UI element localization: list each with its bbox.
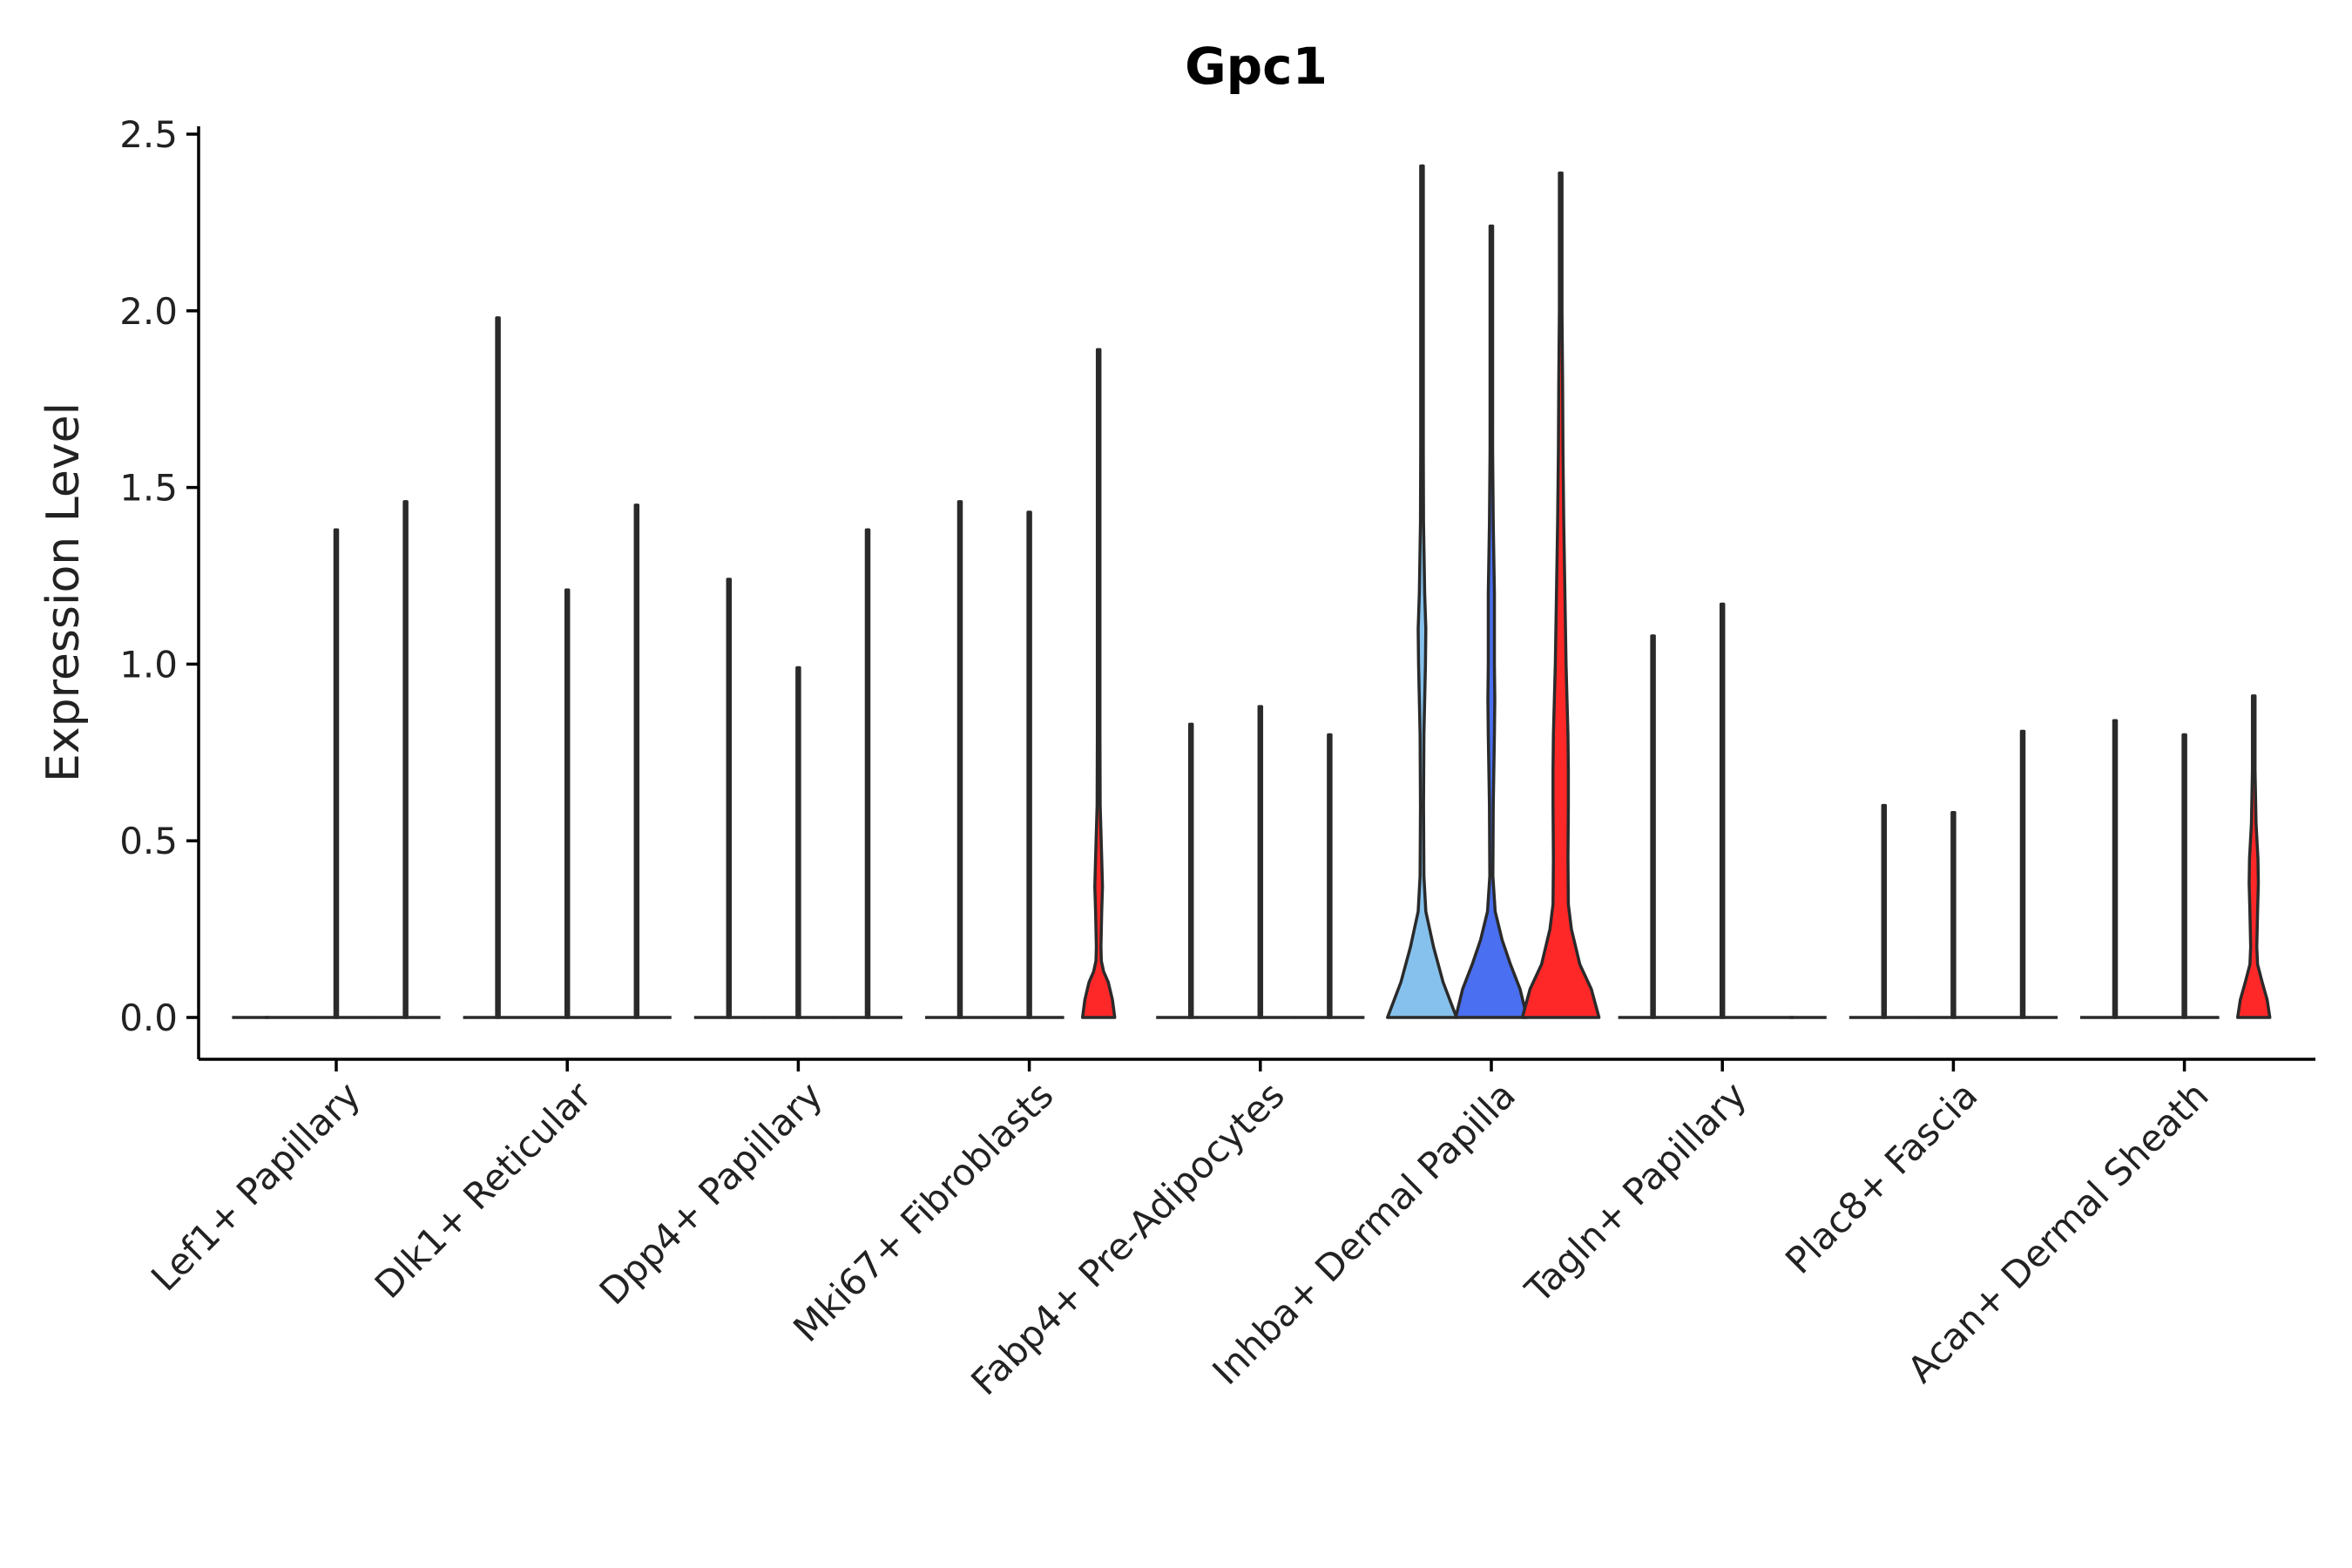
violin-5-3	[1327, 733, 1333, 1019]
violin-6-2	[1454, 224, 1529, 1019]
chart-title: Gpc1	[1185, 37, 1328, 96]
x-tick-label: Plac8+ Fascia	[1777, 1073, 1985, 1281]
violin-3-2	[795, 666, 801, 1019]
violin-6-3	[1520, 171, 1601, 1019]
violin-5-1	[1187, 722, 1194, 1019]
x-tick-label: Lef1+ Papillary	[143, 1073, 368, 1299]
y-axis-label: Expression Level	[37, 402, 90, 782]
violins-layer	[232, 164, 2272, 1019]
violin-5-2	[1257, 705, 1264, 1019]
x-tick-label: Dlk1+ Reticular	[367, 1073, 600, 1307]
violin-3-1	[726, 578, 733, 1019]
violin-3-3	[864, 528, 871, 1019]
violin-8-3	[2019, 729, 2026, 1019]
violin-1-3	[402, 500, 409, 1019]
violin-9-2	[2181, 733, 2187, 1019]
violin-4-1	[956, 500, 963, 1019]
violin-9-3	[2235, 694, 2272, 1019]
y-ticks-layer: 0.0 0.5 1.0 1.5 2.0 2.5	[119, 113, 199, 1039]
axes-layer	[197, 126, 2315, 1061]
violin-2-2	[564, 588, 571, 1019]
y-tick-label: 1.0	[119, 643, 178, 686]
violin-1-2	[333, 528, 340, 1019]
y-tick-label: 0.5	[119, 820, 178, 862]
x-tick-label: Tagln+ Papillary	[1517, 1073, 1754, 1311]
violin-7-1	[1650, 634, 1656, 1019]
x-tick-label: Dpp4+ Papillary	[591, 1073, 831, 1313]
y-tick-label: 1.5	[119, 467, 178, 510]
violin-8-1	[1881, 803, 1888, 1019]
violin-2-1	[495, 316, 501, 1019]
y-tick-label: 2.0	[119, 290, 178, 333]
violin-8-2	[1950, 811, 1957, 1019]
y-tick-label: 2.5	[119, 113, 178, 156]
violin-2-3	[633, 504, 640, 1019]
y-tick-label: 0.0	[119, 997, 178, 1039]
violin-6-1	[1386, 164, 1458, 1019]
violin-9-1	[2112, 719, 2119, 1019]
x-tick-label: Mki67+ Fibroblasts	[785, 1073, 1061, 1349]
violin-7-2	[1719, 602, 1726, 1019]
violin-4-3	[1080, 348, 1117, 1019]
violin-4-2	[1026, 510, 1032, 1019]
